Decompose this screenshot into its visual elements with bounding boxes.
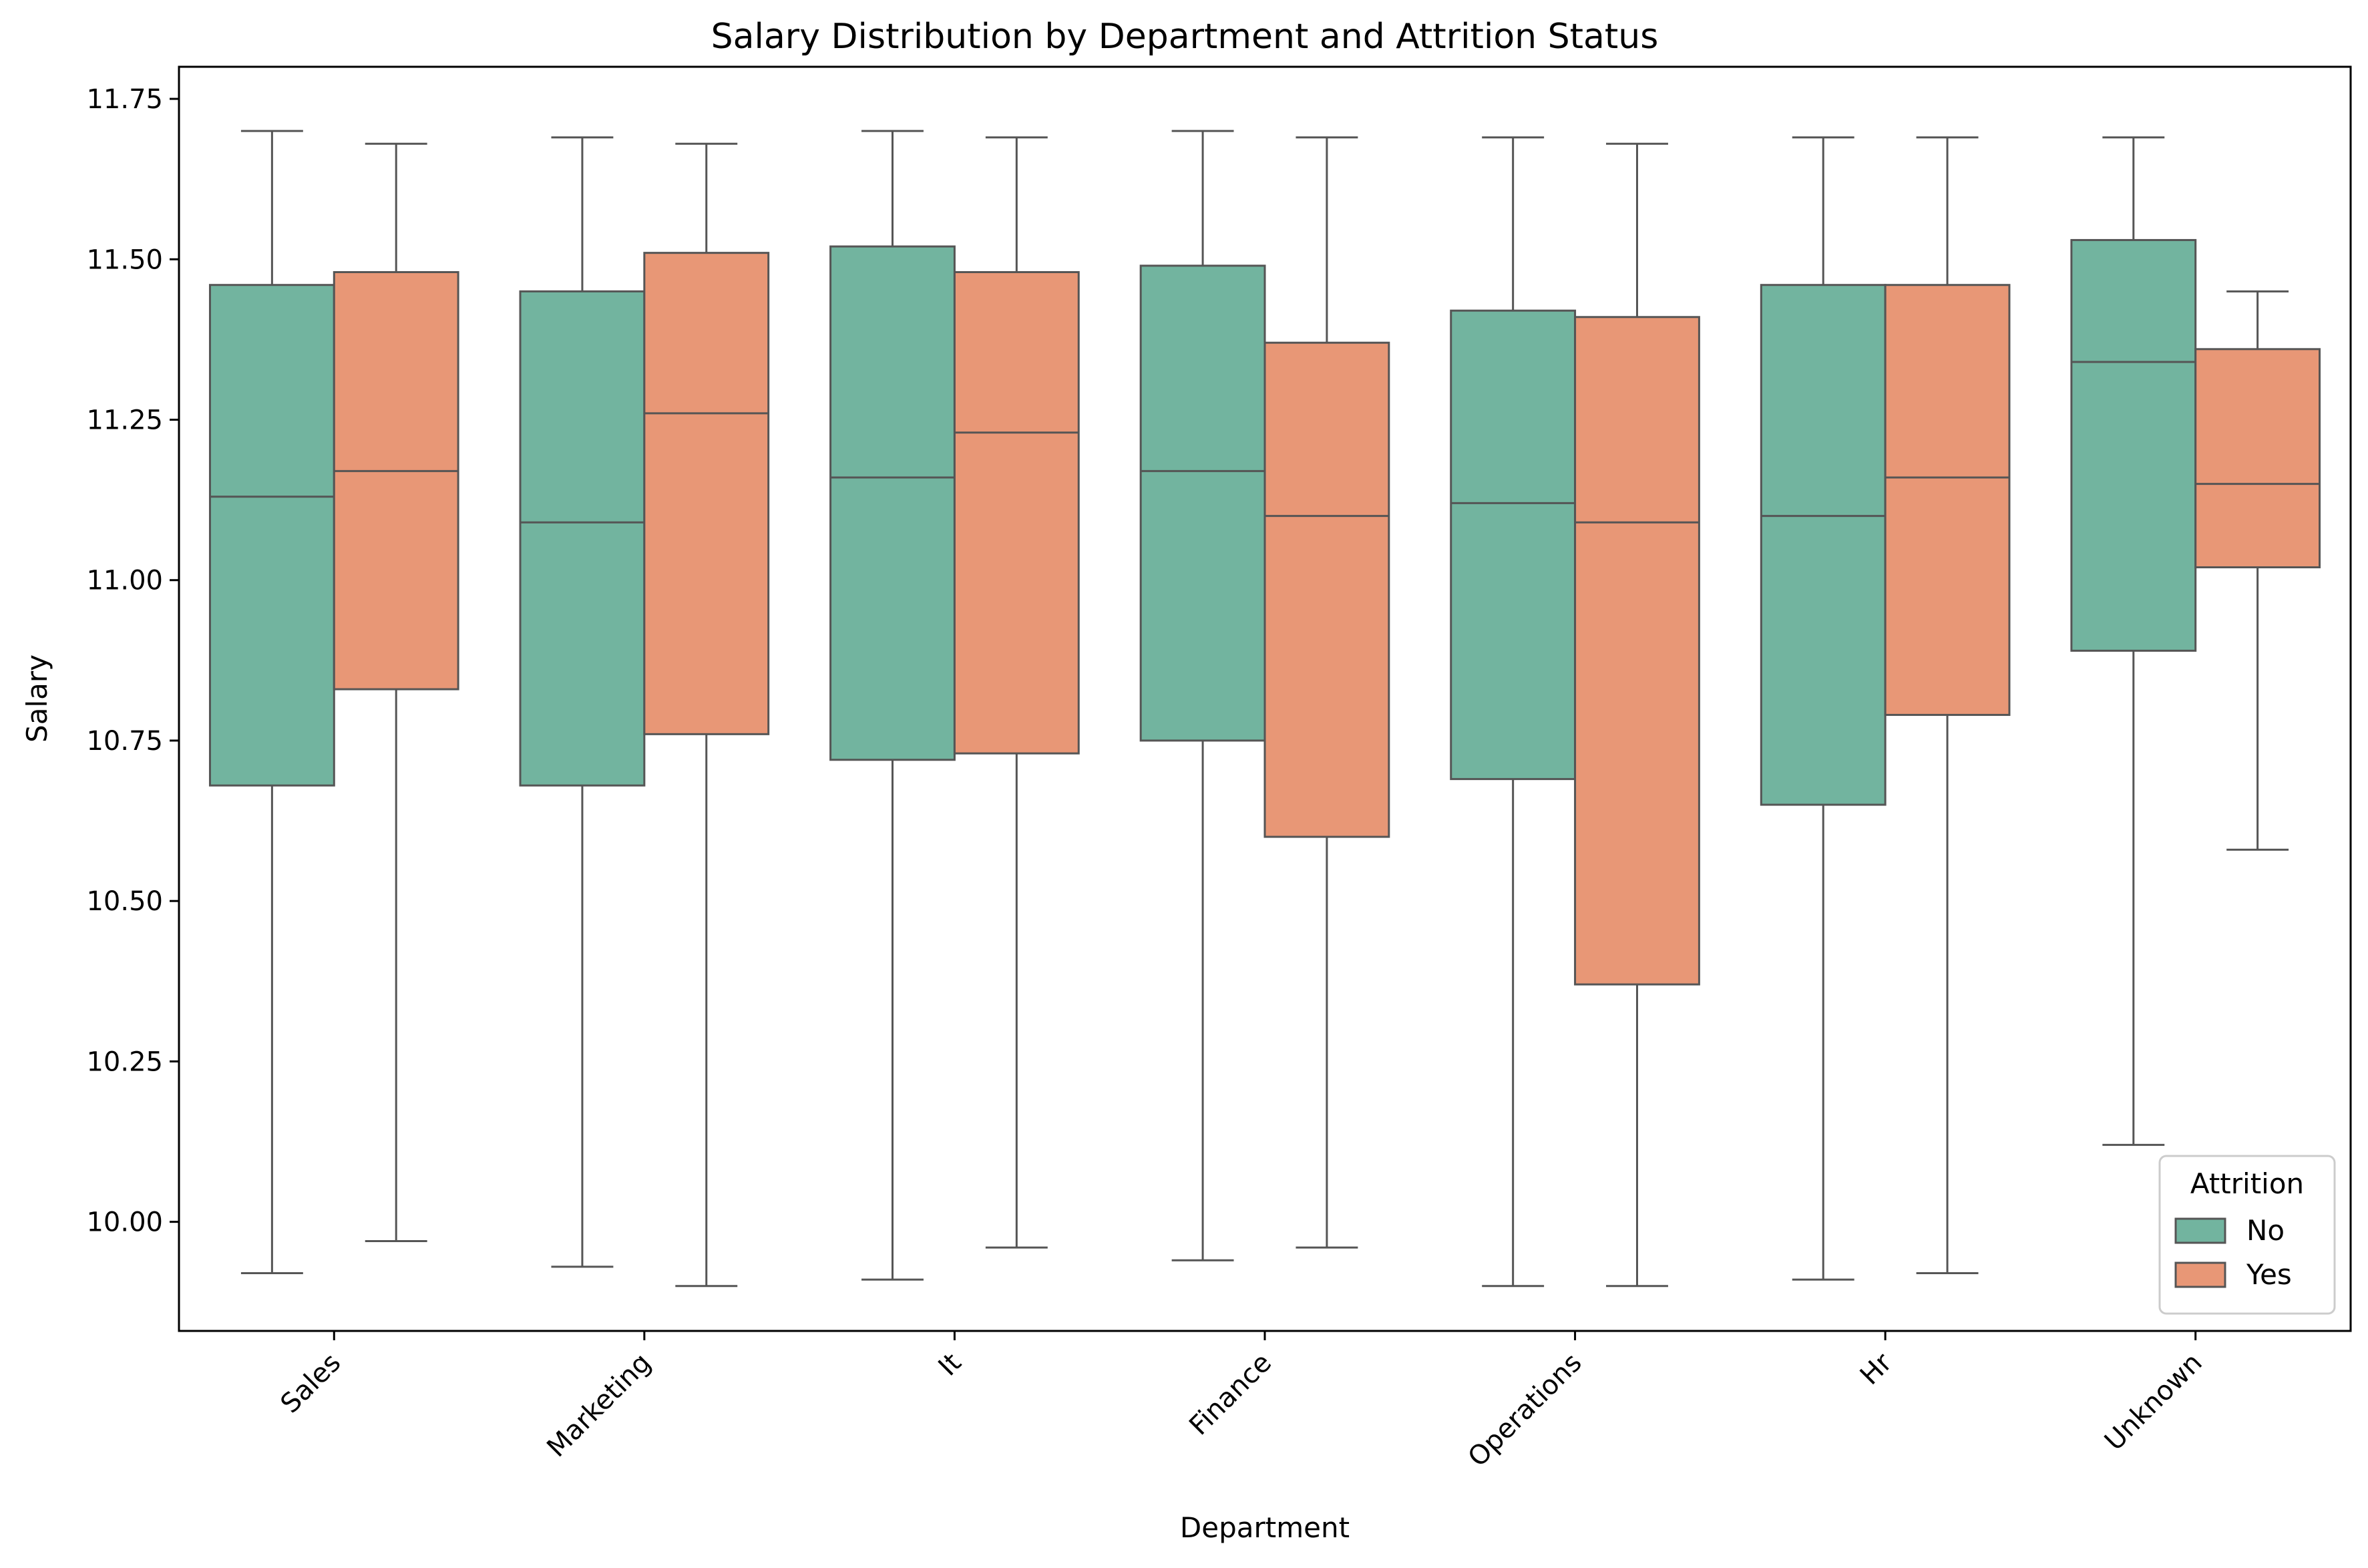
box-unknown-no	[2070, 136, 2197, 1146]
box-marketing-yes	[643, 142, 770, 1288]
iqr-box	[519, 290, 646, 787]
box-hr-yes	[1884, 136, 2011, 1275]
box-it-yes	[953, 136, 1080, 1249]
x-tick-label: Hr	[1854, 1347, 1899, 1391]
x-tick-label: It	[933, 1348, 968, 1382]
legend-swatch	[2174, 1261, 2226, 1288]
legend-label: Yes	[2246, 1258, 2292, 1291]
iqr-box	[208, 284, 335, 787]
box-finance-yes	[1263, 136, 1390, 1249]
iqr-box	[1574, 316, 1700, 986]
box-operations-no	[1450, 136, 1577, 1288]
legend-title: Attrition	[2190, 1167, 2304, 1200]
y-tick-label: 10.25	[86, 1046, 163, 1077]
box-operations-yes	[1574, 142, 1700, 1288]
iqr-box	[1760, 284, 1887, 806]
box-sales-yes	[333, 142, 459, 1242]
y-tick-label: 10.50	[86, 886, 163, 917]
iqr-box	[2194, 348, 2321, 569]
iqr-box	[1450, 309, 1577, 781]
legend-label: No	[2246, 1214, 2285, 1247]
iqr-box	[2070, 238, 2197, 652]
legend-swatch	[2174, 1217, 2226, 1244]
legend: Attrition No Yes	[2158, 1155, 2336, 1315]
iqr-box	[1263, 341, 1390, 838]
y-tick-label: 10.00	[86, 1207, 163, 1238]
x-tick-label: Marketing	[541, 1348, 656, 1463]
chart-title: Salary Distribution by Department and At…	[711, 17, 1659, 57]
y-axis: 10.00 10.25 10.50 10.75 11.00 11.25 11.50 11.75	[86, 84, 179, 1238]
iqr-box	[333, 270, 459, 691]
y-axis-label: Salary	[21, 654, 53, 743]
plot-area	[208, 130, 2321, 1288]
box-sales-no	[208, 130, 335, 1275]
x-axis-label: Department	[1180, 1511, 1350, 1544]
y-tick-label: 11.25	[86, 405, 163, 436]
x-axis: Sales Marketing It Finance Operations Hr Unkno…	[275, 1331, 2208, 1473]
x-tick-label: Unknown	[2099, 1348, 2208, 1457]
iqr-box	[1139, 264, 1266, 742]
y-tick-label: 10.75	[86, 726, 163, 757]
x-tick-label: Sales	[275, 1348, 347, 1420]
y-tick-label: 11.50	[86, 244, 163, 275]
iqr-box	[1884, 284, 2011, 717]
y-tick-label: 11.75	[86, 84, 163, 115]
x-tick-label: Finance	[1183, 1348, 1277, 1442]
iqr-box	[643, 252, 770, 735]
box-finance-no	[1139, 130, 1266, 1261]
iqr-box	[829, 245, 956, 761]
box-marketing-no	[519, 136, 646, 1268]
box-it-no	[829, 130, 956, 1281]
x-tick-label: Operations	[1462, 1348, 1588, 1473]
box-hr-no	[1760, 136, 1887, 1281]
box-unknown-yes	[2194, 290, 2321, 851]
y-tick-label: 11.00	[86, 566, 163, 596]
iqr-box	[953, 270, 1080, 755]
